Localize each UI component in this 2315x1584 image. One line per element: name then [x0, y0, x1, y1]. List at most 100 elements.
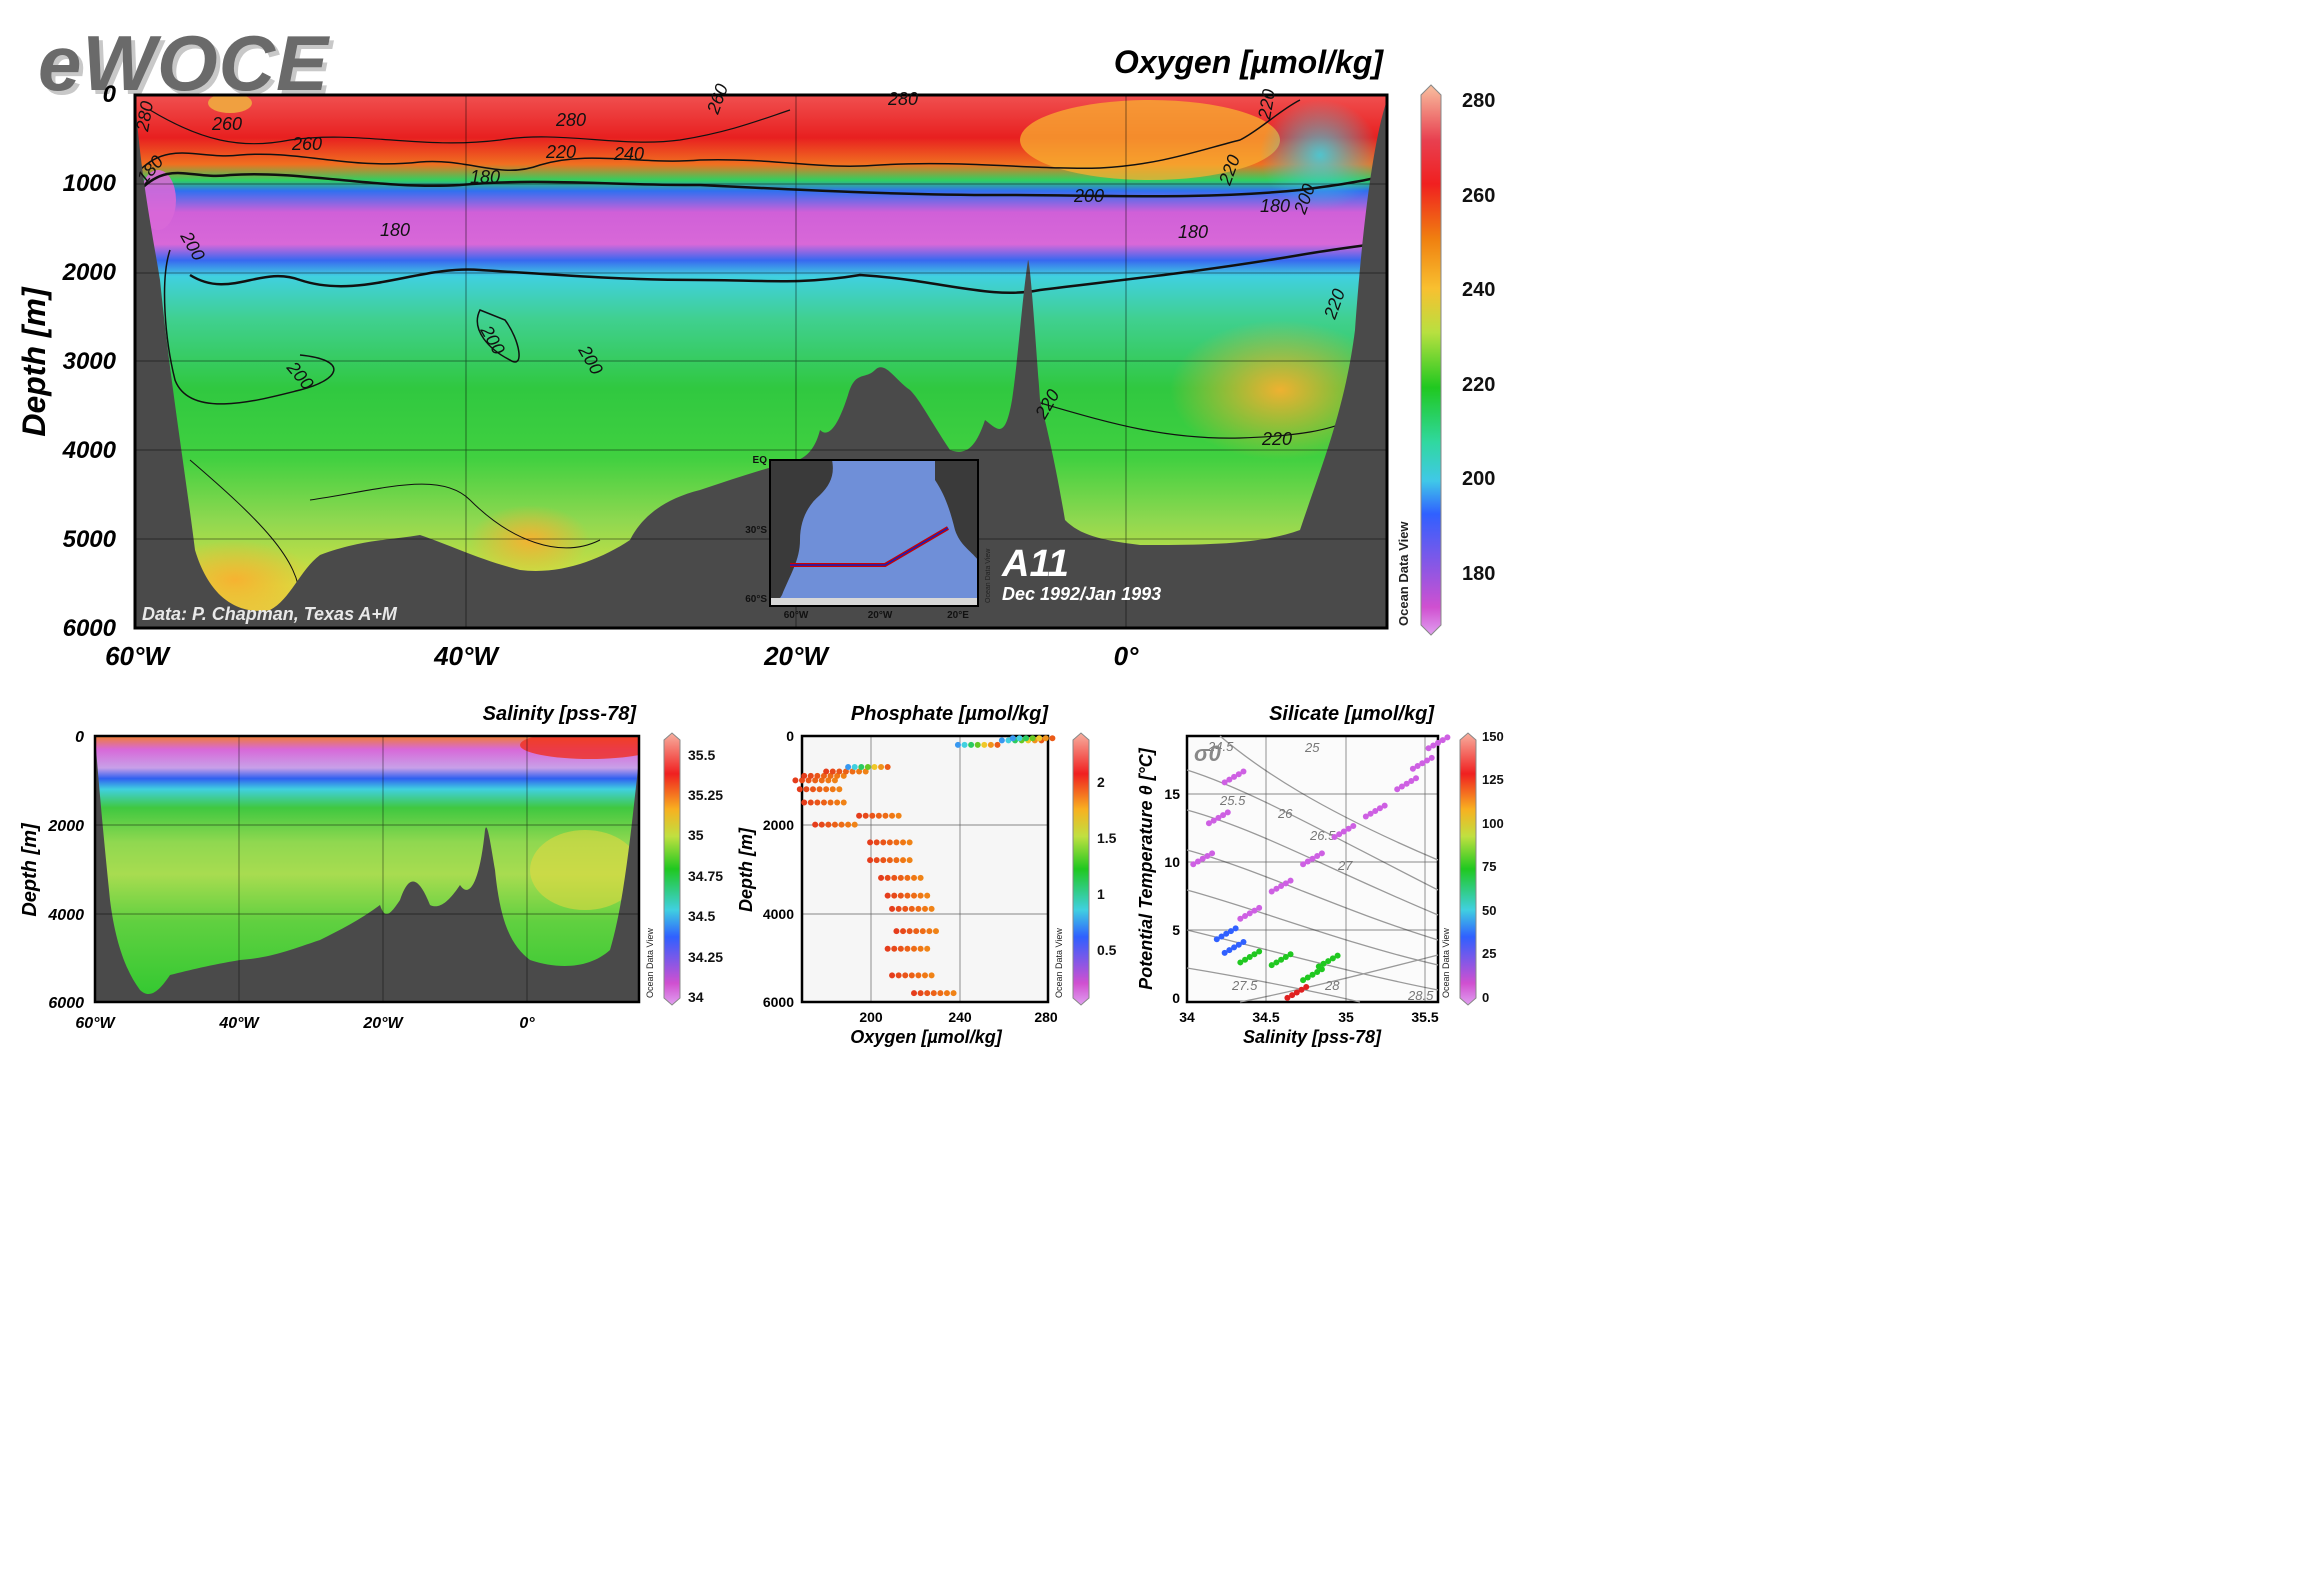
phosphate-point — [845, 821, 852, 828]
silicate-point — [1300, 861, 1307, 868]
phosphate-point — [878, 764, 885, 771]
inset-frame — [769, 459, 979, 607]
phosphate-point — [891, 892, 898, 899]
silicate-point — [1304, 974, 1311, 981]
phosphate-point — [922, 905, 928, 912]
colorbar-tick: 35.25 — [688, 787, 723, 803]
contour-220-deep — [1029, 399, 1351, 439]
colorbar-tick: 240 — [1462, 279, 1495, 301]
silicate-point — [1273, 885, 1280, 892]
phosphate-point — [880, 839, 887, 846]
phosphate-point — [849, 768, 856, 775]
silicate-point — [1430, 742, 1437, 749]
colorbar-tick: 34.25 — [688, 949, 723, 965]
phosphate-points — [792, 735, 1056, 997]
phosphate-point — [867, 857, 874, 864]
silicate-point — [1227, 928, 1234, 935]
silicate-point — [1190, 861, 1197, 868]
colorbar-tick: 180 — [1462, 563, 1495, 585]
phosphate-point — [911, 892, 918, 899]
inset-antarctica — [770, 598, 978, 606]
x-tick: 0° — [519, 1015, 535, 1032]
phosphate-point — [820, 772, 827, 779]
inset-lat-tick: EQ — [753, 455, 768, 466]
odv-label: Ocean Data View — [1396, 521, 1411, 626]
phosphate-point — [889, 972, 896, 979]
oxygen-x-ticks: 60°W 40°W 20°W 0° — [105, 641, 1139, 671]
silicate-point — [1213, 936, 1220, 943]
colorbar-tick: 1.5 — [1097, 830, 1117, 846]
phosphate-point — [981, 741, 988, 748]
phosphate-point — [862, 812, 869, 819]
silicate-point — [1439, 737, 1446, 744]
phosphate-point — [913, 928, 920, 935]
silicate-point — [1232, 925, 1239, 932]
phosphate-point — [812, 821, 819, 828]
phosphate-point — [987, 741, 994, 748]
phosphate-point — [825, 821, 832, 828]
salinity-y-label: Depth [m] — [19, 822, 41, 917]
silicate-point — [1336, 831, 1343, 838]
colorbar-tick: 34 — [688, 989, 704, 1005]
phosphate-point — [829, 768, 836, 775]
phosphate-point — [900, 928, 907, 935]
phosphate-point — [1049, 735, 1056, 742]
silicate-point — [1246, 910, 1253, 917]
colorbar-tick: 34.75 — [688, 868, 723, 884]
contour-200-deep — [163, 249, 335, 405]
y-tick: 0 — [786, 728, 794, 744]
isopycnal-label: 27.5 — [1231, 978, 1258, 993]
oxygen-grid — [135, 95, 1387, 628]
phosphate-point — [919, 928, 926, 935]
phosphate-point — [930, 990, 937, 997]
isopycnal-label: 28.5 — [1407, 988, 1434, 1003]
silicate-point — [1303, 983, 1310, 990]
contour-label: 180 — [1178, 222, 1208, 242]
contour-label: 220 — [1261, 429, 1292, 449]
section-name: A11 — [1001, 543, 1069, 585]
contour-label: 280 — [887, 89, 918, 109]
silicate-point — [1362, 813, 1369, 820]
phosphate-point — [792, 777, 799, 784]
silicate-point — [1298, 986, 1305, 993]
silicate-point — [1309, 855, 1316, 862]
silicate-x-label: Salinity [pss-78] — [1243, 1027, 1382, 1047]
phosphate-point — [831, 777, 838, 784]
silicate-point — [1376, 805, 1383, 812]
phosphate-point — [818, 821, 825, 828]
salinity-grid — [95, 736, 639, 1002]
phosphate-point — [924, 990, 931, 997]
phosphate-point — [814, 772, 821, 779]
phosphate-point — [943, 990, 950, 997]
phosphate-point — [858, 764, 865, 771]
phosphate-point — [998, 737, 1005, 744]
y-tick: 2000 — [47, 818, 84, 835]
colorbar-tick: 75 — [1482, 859, 1496, 874]
section-dates: Dec 1992/Jan 1993 — [1002, 584, 1161, 604]
phosphate-colorbar: 2 1.5 1 0.5 Ocean Data View — [1054, 732, 1117, 1006]
silicate-point — [1381, 802, 1388, 809]
phosphate-y-label: Depth [m] — [736, 827, 756, 912]
phosphate-point — [827, 799, 834, 806]
silicate-point — [1350, 823, 1357, 830]
silicate-point — [1224, 809, 1231, 816]
isopycnal-label: 27 — [1337, 858, 1353, 873]
y-tick: 6000 — [763, 994, 794, 1010]
silicate-point — [1210, 817, 1217, 824]
colorbar-tick: 50 — [1482, 903, 1496, 918]
y-tick: 4000 — [62, 437, 117, 464]
silicate-point — [1314, 853, 1321, 860]
y-tick: 2000 — [62, 259, 117, 286]
silicate-point — [1223, 930, 1230, 937]
silicate-point — [1408, 778, 1415, 785]
y-tick: 15 — [1164, 786, 1180, 802]
phosphate-point — [889, 905, 896, 912]
phosphate-point — [838, 821, 845, 828]
phosphate-point — [803, 786, 810, 793]
contour-200-loop-mid — [476, 309, 520, 363]
silicate-point — [1268, 888, 1275, 895]
isopycnal-label: 25.5 — [1219, 793, 1246, 808]
contour-180-line — [139, 171, 1387, 198]
salinity-colorbar: 35.5 35.25 35 34.75 34.5 34.25 34 Ocean … — [645, 732, 723, 1006]
